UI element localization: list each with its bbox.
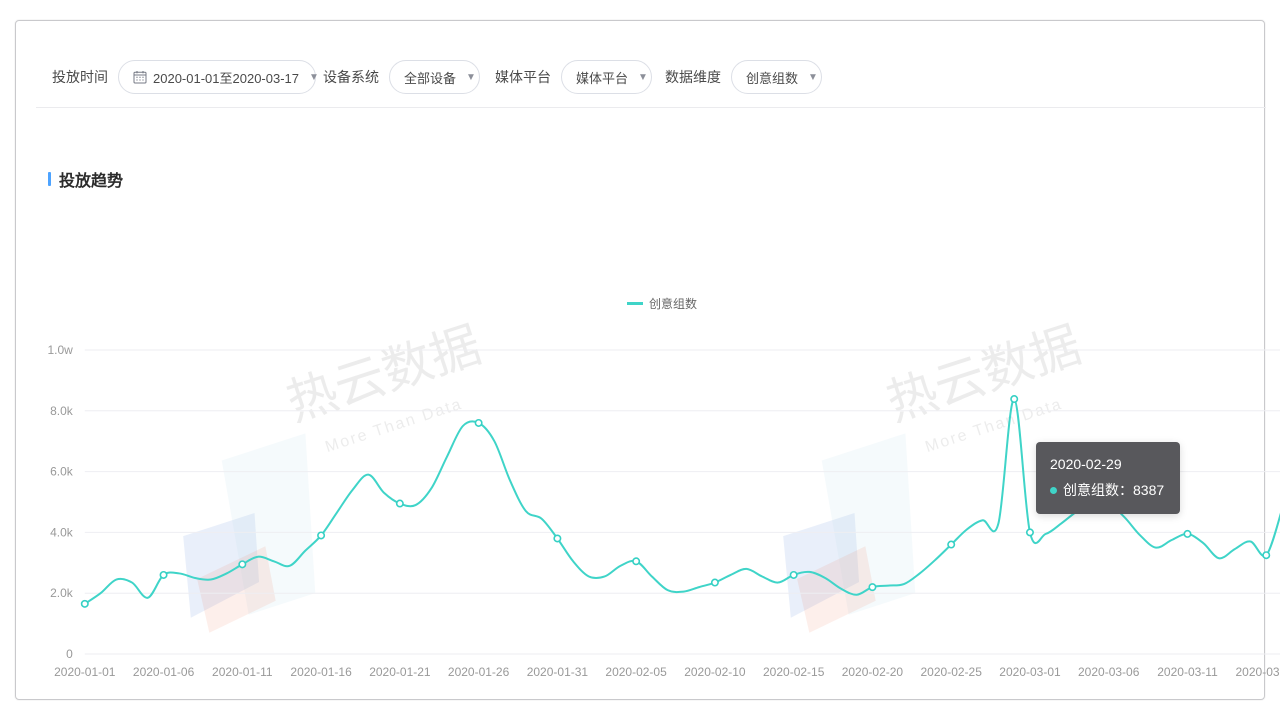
- svg-text:2020-03-11: 2020-03-11: [1157, 665, 1218, 679]
- svg-text:2020-01-01: 2020-01-01: [54, 665, 116, 679]
- svg-text:2.0k: 2.0k: [50, 586, 74, 600]
- svg-text:2020-02-05: 2020-02-05: [605, 665, 667, 679]
- svg-text:4.0k: 4.0k: [50, 525, 74, 539]
- svg-text:2020-01-16: 2020-01-16: [290, 665, 352, 679]
- svg-text:2020-01-26: 2020-01-26: [448, 665, 510, 679]
- svg-text:2020-01-31: 2020-01-31: [527, 665, 589, 679]
- svg-text:2020-02-15: 2020-02-15: [763, 665, 825, 679]
- svg-text:2020-01-21: 2020-01-21: [369, 665, 431, 679]
- svg-text:2020-02-20: 2020-02-20: [842, 665, 904, 679]
- svg-text:1.0w: 1.0w: [47, 343, 73, 357]
- svg-text:2020-03-06: 2020-03-06: [1078, 665, 1140, 679]
- svg-text:6.0k: 6.0k: [50, 465, 74, 479]
- svg-text:2020-01-06: 2020-01-06: [133, 665, 195, 679]
- svg-text:2020-03-16: 2020-03-16: [1236, 665, 1280, 679]
- svg-text:2020-02-10: 2020-02-10: [684, 665, 746, 679]
- svg-text:0: 0: [66, 647, 73, 661]
- svg-text:2020-01-11: 2020-01-11: [212, 665, 273, 679]
- svg-text:2020-03-01: 2020-03-01: [999, 665, 1061, 679]
- svg-text:8.0k: 8.0k: [50, 404, 74, 418]
- svg-text:2020-02-25: 2020-02-25: [921, 665, 983, 679]
